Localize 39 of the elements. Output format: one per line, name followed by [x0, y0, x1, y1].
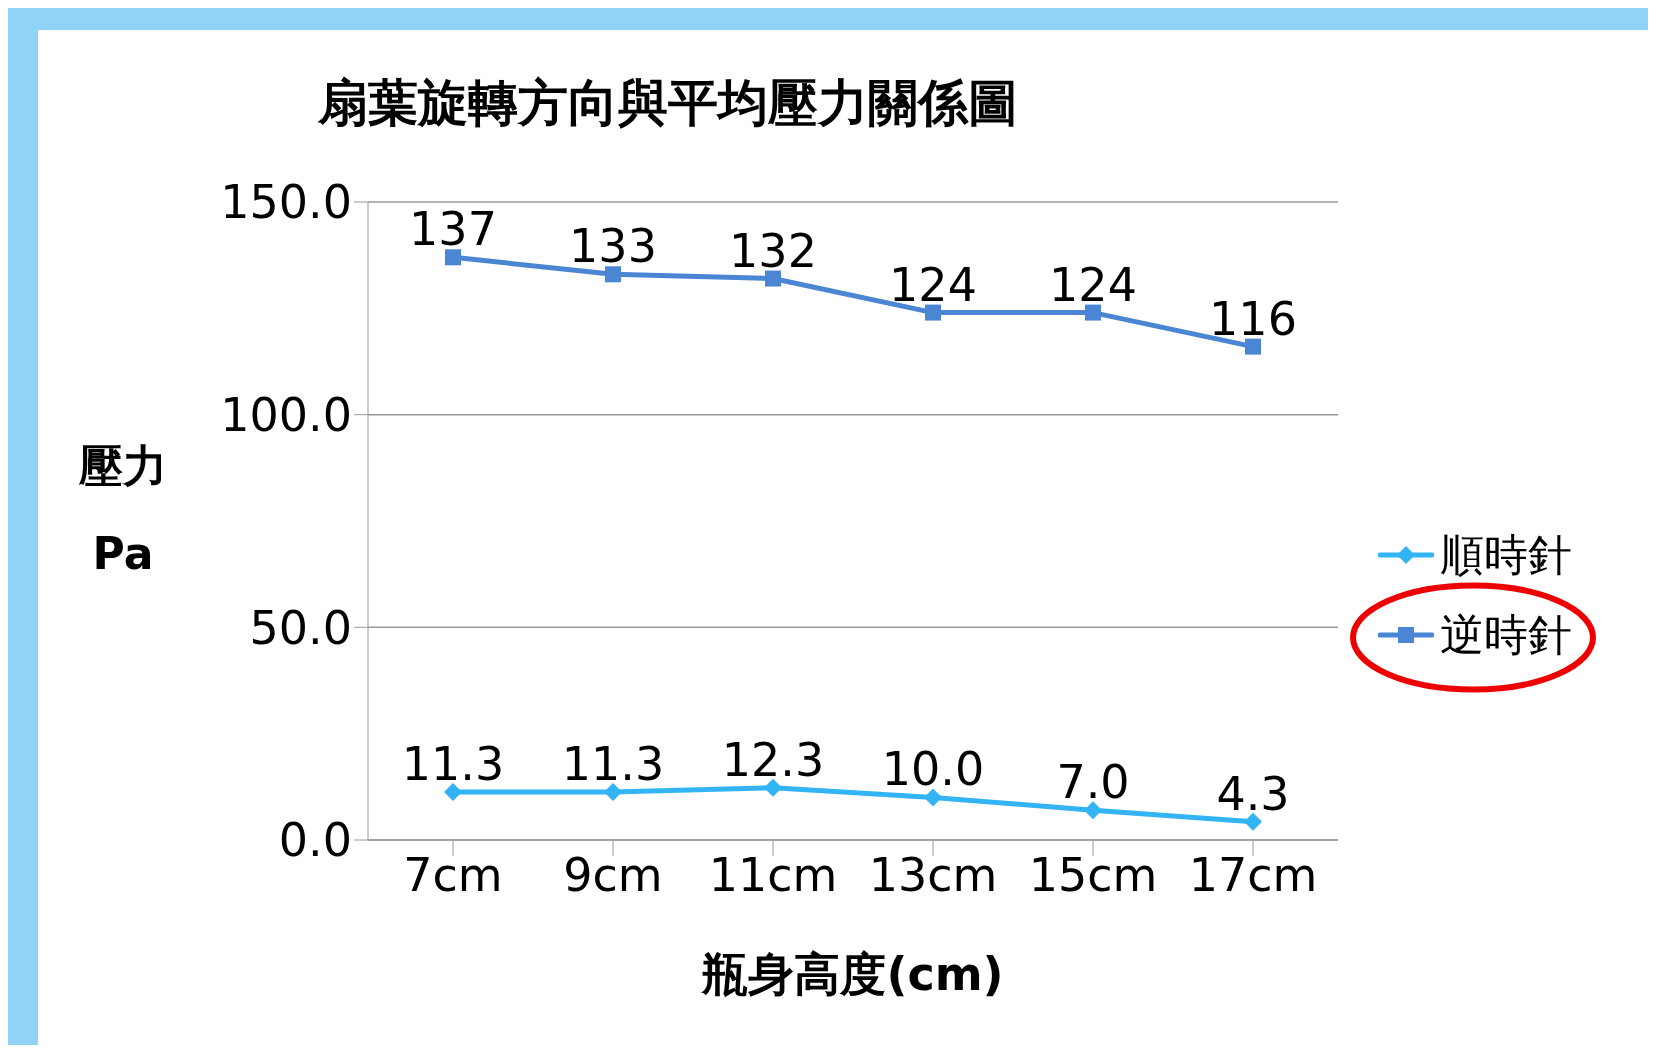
legend-label: 逆時針 — [1440, 607, 1572, 662]
data-label: 133 — [569, 219, 657, 274]
point — [1084, 801, 1102, 820]
x-tick-label: 9cm — [563, 847, 663, 902]
x-axis-title: 瓶身高度(cm) — [701, 947, 1004, 1001]
data-label: 11.3 — [561, 736, 665, 791]
data-label: 4.3 — [1216, 766, 1290, 821]
chart-title: 扇葉旋轉方向與平均壓力關係圖 — [316, 73, 1019, 134]
point — [1245, 338, 1261, 355]
point — [1244, 812, 1262, 831]
point — [765, 270, 781, 287]
data-label: 10.0 — [881, 742, 985, 797]
x-tick-label: 7cm — [403, 847, 503, 902]
data-label: 124 — [1049, 257, 1137, 312]
y-tick-label: 0.0 — [278, 813, 352, 868]
x-tick-label: 13cm — [868, 847, 998, 902]
data-label: 11.3 — [401, 736, 505, 791]
y-tick-label: 50.0 — [249, 600, 352, 655]
point — [1085, 304, 1101, 321]
y-tick-label: 100.0 — [220, 388, 352, 442]
data-label: 137 — [409, 202, 497, 257]
legend-label: 順時針 — [1440, 527, 1572, 582]
point — [764, 778, 782, 797]
data-label: 7.0 — [1056, 755, 1130, 810]
point — [925, 304, 941, 321]
point — [924, 788, 942, 807]
data-label: 116 — [1209, 291, 1297, 346]
y-axis-title: 壓力 Pa — [78, 440, 167, 579]
x-tick-label: 17cm — [1188, 847, 1318, 902]
data-label: 124 — [889, 257, 977, 312]
x-tick-label: 11cm — [708, 847, 838, 902]
point — [445, 249, 461, 266]
point — [444, 782, 462, 801]
data-label: 12.3 — [721, 732, 825, 787]
point — [605, 266, 621, 283]
y-tick-label: 150.0 — [220, 175, 352, 230]
point — [604, 782, 622, 801]
x-tick-label: 15cm — [1028, 847, 1158, 902]
data-label: 132 — [729, 223, 817, 278]
